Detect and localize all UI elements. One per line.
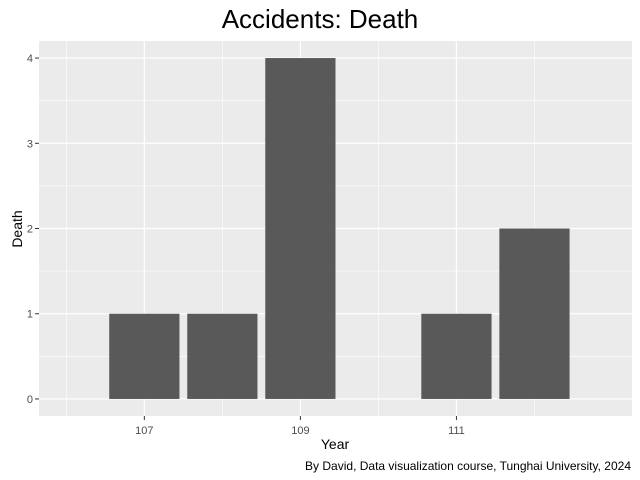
chart-caption: By David, Data visualization course, Tun…: [305, 459, 631, 473]
y-tick-label: 2: [27, 224, 33, 236]
axis-ticks: 0 1 2 3 4 107 109 111: [27, 53, 465, 437]
bar: [421, 313, 492, 399]
bar: [265, 58, 336, 399]
x-tick-label: 109: [291, 425, 309, 437]
x-tick-label: 107: [135, 425, 153, 437]
bar: [109, 313, 180, 399]
y-tick-label: 4: [27, 53, 33, 65]
chart-title: Accidents: Death: [221, 4, 419, 34]
y-axis-label: Death: [9, 210, 25, 248]
bars: [109, 58, 570, 399]
bar: [187, 313, 258, 399]
x-tick-label: 111: [448, 425, 465, 437]
y-tick-label: 1: [27, 309, 33, 321]
y-tick-label: 0: [27, 394, 33, 406]
x-axis-label: Year: [320, 436, 350, 452]
y-tick-label: 3: [27, 138, 33, 150]
bar: [499, 228, 570, 399]
